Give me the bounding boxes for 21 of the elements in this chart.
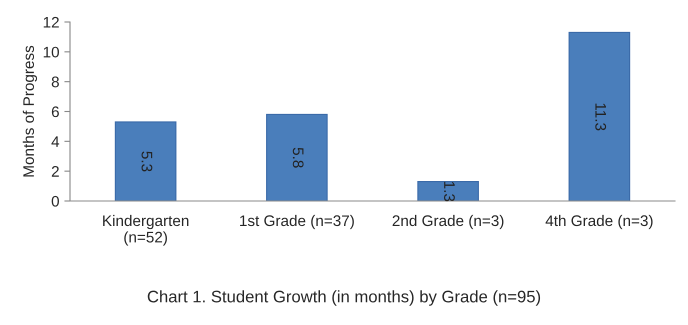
y-tick-label: 0 (52, 196, 59, 207)
y-axis-title: Months of Progress (22, 46, 38, 176)
x-tick-label: 4th Grade (n=3) (546, 214, 653, 230)
bar (266, 114, 328, 201)
y-tick-label: 6 (52, 106, 59, 118)
bar (568, 32, 630, 201)
data-label: 11.3 (595, 104, 606, 130)
data-label: 5.3 (142, 151, 152, 172)
data-label: 5.8 (292, 148, 304, 168)
bar (417, 181, 479, 201)
bar (114, 121, 176, 201)
y-tick-label: 12 (44, 16, 59, 28)
y-tick-label: 4 (51, 136, 60, 147)
y-tick-label: 8 (52, 76, 59, 88)
text: Chart 1. Student Growth (in months) by Grade (n=95) (148, 290, 540, 306)
y-tick-label: 10 (44, 46, 59, 58)
data-label: 1.3 (444, 182, 455, 202)
x-tick-label: 2nd Grade (n=3) (392, 214, 504, 230)
y-tick-label: 2 (52, 166, 59, 177)
x-tick-label: 1st Grade (n=37) (240, 214, 354, 230)
x-tick-label: Kindergarten (n=52) (103, 214, 188, 246)
